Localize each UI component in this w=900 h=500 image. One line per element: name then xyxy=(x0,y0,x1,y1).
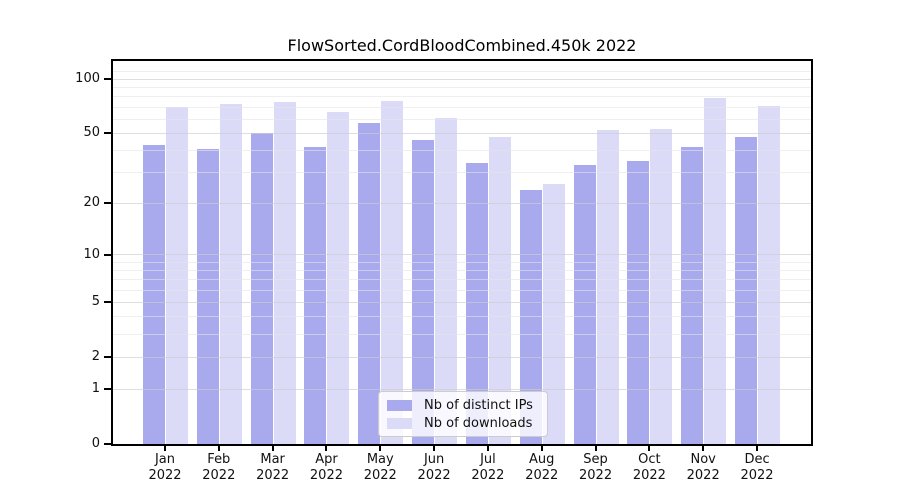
x-tick-mark xyxy=(379,446,382,451)
gridline-minor xyxy=(113,106,811,108)
y-tick-label: 10 xyxy=(83,246,100,262)
bar-distinct-ips-mar xyxy=(250,133,273,444)
y-tick-mark xyxy=(104,356,111,359)
bar-downloads-jan xyxy=(166,107,188,444)
bar-distinct-ips-apr xyxy=(304,146,327,444)
y-tick-mark xyxy=(104,388,111,391)
bar-distinct-ips-dec xyxy=(735,136,758,444)
gridline-minor xyxy=(113,150,811,152)
legend-item-downloads: Nb of downloads xyxy=(387,416,539,431)
y-tick-mark xyxy=(104,443,111,445)
gridline-major xyxy=(113,388,811,390)
gridline-major xyxy=(113,254,811,256)
y-tick-label: 2 xyxy=(91,349,100,365)
bar-distinct-ips-may xyxy=(358,123,381,444)
gridline-minor xyxy=(113,261,811,263)
bar-downloads-nov xyxy=(704,97,727,444)
gridline-minor xyxy=(113,71,811,73)
bar-distinct-ips-oct xyxy=(627,160,650,444)
x-tick-label: Jan 2022 xyxy=(148,452,182,483)
gridline-major xyxy=(113,202,811,204)
bar-downloads-apr xyxy=(327,111,350,444)
x-tick-label: Nov 2022 xyxy=(686,452,720,483)
gridline-minor xyxy=(113,333,811,335)
legend: Nb of distinct IPs Nb of downloads xyxy=(378,391,548,437)
x-tick-mark xyxy=(648,446,651,451)
x-tick-mark xyxy=(756,446,759,451)
gridline-minor xyxy=(113,118,811,120)
gridline-minor xyxy=(113,172,811,174)
bar-downloads-feb xyxy=(219,103,242,444)
x-tick-mark xyxy=(702,446,705,451)
gridline-minor xyxy=(113,289,811,291)
x-tick-mark xyxy=(217,446,220,451)
y-tick-mark xyxy=(104,301,111,304)
gridline-major xyxy=(113,301,811,303)
legend-swatch-downloads xyxy=(387,417,412,429)
x-tick-label: Dec 2022 xyxy=(740,452,774,483)
legend-label-distinct-ips: Nb of distinct IPs xyxy=(424,397,533,413)
y-tick-mark xyxy=(104,78,111,81)
x-tick-label: Mar 2022 xyxy=(256,452,290,483)
y-tick-mark xyxy=(104,132,111,135)
bar-distinct-ips-jan xyxy=(143,145,165,444)
legend-swatch-distinct-ips xyxy=(387,399,412,411)
x-tick-label: Apr 2022 xyxy=(309,452,343,483)
bar-downloads-oct xyxy=(650,128,673,444)
x-tick-label: Feb 2022 xyxy=(202,452,236,483)
x-tick-label: May 2022 xyxy=(363,452,397,483)
gridline-minor xyxy=(113,87,811,89)
bar-downloads-sep xyxy=(596,130,619,444)
x-tick-mark xyxy=(271,446,274,451)
gridline-major xyxy=(113,132,811,134)
legend-item-distinct-ips: Nb of distinct IPs xyxy=(387,398,539,413)
gridline-major xyxy=(113,78,811,80)
y-tick-label: 1 xyxy=(91,381,100,397)
y-tick-label: 0 xyxy=(91,436,100,451)
x-tick-label: Jun 2022 xyxy=(417,452,451,483)
chart-title: FlowSorted.CordBloodCombined.450k 2022 xyxy=(287,36,637,55)
bar-downloads-dec xyxy=(758,106,781,444)
y-tick-label: 20 xyxy=(83,195,100,211)
gridline-minor xyxy=(113,269,811,271)
x-tick-label: Jul 2022 xyxy=(471,452,505,483)
bar-distinct-ips-feb xyxy=(196,148,219,444)
gridline-minor xyxy=(113,316,811,318)
x-tick-label: Oct 2022 xyxy=(632,452,666,483)
bar-distinct-ips-nov xyxy=(681,146,704,444)
bar-distinct-ips-sep xyxy=(573,165,596,444)
gridline-minor xyxy=(113,96,811,98)
bar-downloads-mar xyxy=(273,101,296,444)
x-tick-mark xyxy=(433,446,436,451)
x-tick-mark xyxy=(325,446,328,451)
y-tick-label: 50 xyxy=(83,125,100,141)
y-tick-label: 100 xyxy=(75,71,100,87)
x-tick-mark xyxy=(540,446,543,451)
y-tick-mark xyxy=(104,202,111,205)
x-tick-mark xyxy=(594,446,597,451)
gridline-major xyxy=(113,356,811,358)
y-tick-label: 5 xyxy=(91,294,100,310)
x-tick-mark xyxy=(486,446,489,451)
x-tick-label: Aug 2022 xyxy=(525,452,559,483)
y-tick-mark xyxy=(104,253,111,256)
legend-label-downloads: Nb of downloads xyxy=(424,415,533,431)
gridline-minor xyxy=(113,279,811,281)
x-tick-label: Sep 2022 xyxy=(579,452,613,483)
x-tick-mark xyxy=(164,446,166,451)
plot-frame xyxy=(111,59,813,446)
